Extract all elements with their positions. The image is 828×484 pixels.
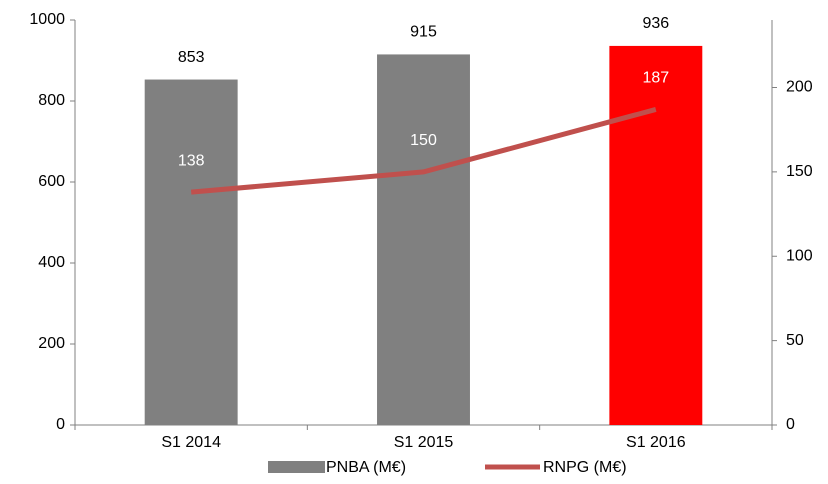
y2-tick-label: 50 [786, 332, 804, 349]
y-tick-label: 800 [38, 92, 65, 109]
y-tick-label: 600 [38, 173, 65, 190]
x-tick-label: S1 2015 [394, 434, 454, 451]
line-value-label: 187 [642, 70, 669, 87]
y2-tick-label: 100 [786, 247, 813, 264]
y-tick-label: 400 [38, 254, 65, 271]
line-value-label: 138 [178, 152, 205, 169]
y-tick-label: 200 [38, 335, 65, 352]
line [190, 107, 657, 195]
legend-swatch [268, 461, 325, 473]
bar [144, 79, 238, 425]
legend-label: RNPG (M€) [543, 459, 627, 476]
y2-tick-label: 200 [786, 79, 813, 96]
y-tick-label: 1000 [29, 11, 65, 28]
bar-value-label: 936 [642, 15, 669, 32]
x-tick-label: S1 2014 [161, 434, 221, 451]
bar-value-label: 853 [178, 49, 205, 66]
bar [609, 45, 703, 426]
bar [377, 54, 470, 426]
y-tick-label: 0 [56, 416, 65, 433]
x-tick-label: S1 2016 [626, 434, 686, 451]
legend-label: PNBA (M€) [326, 459, 406, 476]
y2-tick-label: 0 [786, 416, 795, 433]
y2-tick-label: 150 [786, 163, 813, 180]
line-value-label: 150 [410, 132, 437, 149]
bar-value-label: 915 [410, 24, 437, 41]
